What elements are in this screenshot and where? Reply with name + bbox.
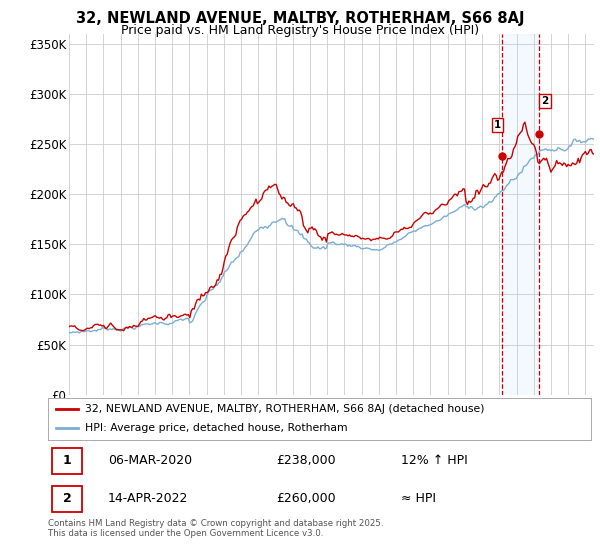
Text: 12% ↑ HPI: 12% ↑ HPI [401, 454, 468, 468]
Text: 14-APR-2022: 14-APR-2022 [108, 492, 188, 506]
Text: 32, NEWLAND AVENUE, MALTBY, ROTHERHAM, S66 8AJ: 32, NEWLAND AVENUE, MALTBY, ROTHERHAM, S… [76, 11, 524, 26]
Text: Contains HM Land Registry data © Crown copyright and database right 2025.
This d: Contains HM Land Registry data © Crown c… [48, 519, 383, 538]
FancyBboxPatch shape [52, 486, 82, 512]
Bar [502, 34, 539, 395]
Text: 32, NEWLAND AVENUE, MALTBY, ROTHERHAM, S66 8AJ (detached house): 32, NEWLAND AVENUE, MALTBY, ROTHERHAM, S… [85, 404, 484, 414]
FancyBboxPatch shape [52, 448, 82, 474]
Text: £260,000: £260,000 [276, 492, 335, 506]
Text: ≈ HPI: ≈ HPI [401, 492, 436, 506]
Text: 2: 2 [541, 96, 548, 106]
Text: HPI: Average price, detached house, Rotherham: HPI: Average price, detached house, Roth… [85, 423, 347, 433]
Text: Price paid vs. HM Land Registry's House Price Index (HPI): Price paid vs. HM Land Registry's House … [121, 24, 479, 36]
Text: 06-MAR-2020: 06-MAR-2020 [108, 454, 192, 468]
Text: 2: 2 [62, 492, 71, 506]
Text: £238,000: £238,000 [276, 454, 335, 468]
Text: 1: 1 [62, 454, 71, 468]
Text: 1: 1 [494, 120, 501, 130]
